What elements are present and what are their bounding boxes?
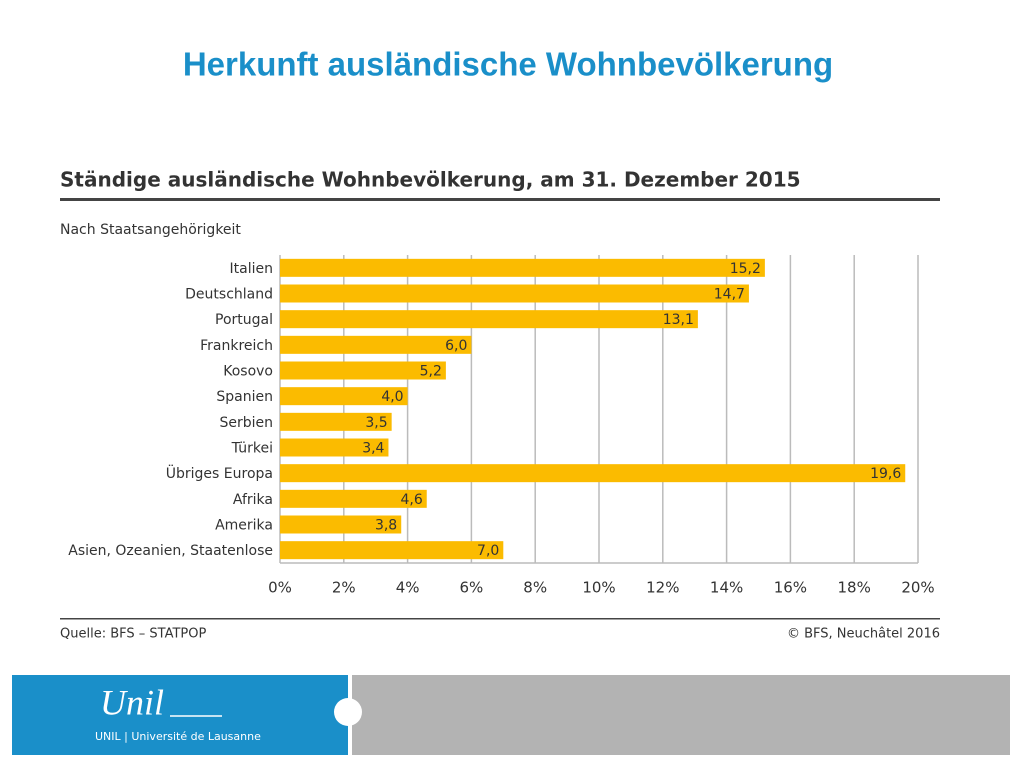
bar	[280, 489, 427, 508]
x-tick-label: 8%	[523, 579, 547, 597]
value-label: 4,6	[400, 492, 422, 508]
bar	[280, 387, 408, 406]
value-label: 13,1	[663, 312, 694, 328]
bar	[280, 464, 906, 483]
x-tick-label: 14%	[710, 579, 743, 597]
x-tick-label: 6%	[460, 579, 484, 597]
bar	[280, 310, 698, 329]
title-rule	[60, 198, 940, 201]
x-tick-label: 4%	[396, 579, 420, 597]
y-tick-label: Frankreich	[200, 338, 273, 354]
footer-gray	[352, 675, 1010, 755]
y-tick-label: Asien, Ozeanien, Staatenlose	[68, 543, 273, 559]
y-tick-label: Amerika	[215, 518, 273, 534]
bar	[280, 335, 472, 354]
bar	[280, 361, 446, 380]
bar	[280, 541, 504, 560]
value-label: 4,0	[381, 389, 403, 405]
y-tick-label: Italien	[230, 261, 273, 277]
x-tick-label: 16%	[774, 579, 807, 597]
value-label: 6,0	[445, 338, 467, 354]
y-tick-label: Türkei	[231, 441, 273, 457]
value-label: 14,7	[714, 287, 745, 303]
x-tick-label: 12%	[646, 579, 679, 597]
y-tick-label: Deutschland	[185, 287, 273, 303]
y-tick-label: Kosovo	[223, 364, 273, 380]
bar	[280, 515, 402, 534]
logo: Unil	[100, 682, 164, 722]
x-tick-label: 10%	[582, 579, 615, 597]
x-tick-label: 18%	[838, 579, 871, 597]
institution: UNIL | Université de Lausanne	[95, 730, 261, 743]
footer-blue	[12, 675, 348, 755]
y-tick-label: Spanien	[216, 389, 273, 405]
chart-subtitle: Nach Staatsangehörigkeit	[60, 222, 241, 238]
footer-rule	[60, 618, 940, 620]
value-label: 3,5	[365, 415, 387, 431]
slide-title: Herkunft ausländische Wohnbevölkerung	[183, 46, 833, 83]
value-label: 3,4	[362, 441, 384, 457]
x-tick-label: 20%	[901, 579, 934, 597]
value-label: 3,8	[375, 518, 397, 534]
value-label: 19,6	[870, 466, 901, 482]
y-tick-label: Portugal	[215, 312, 273, 328]
bar	[280, 412, 392, 431]
value-label: 15,2	[730, 261, 761, 277]
x-tick-label: 0%	[268, 579, 292, 597]
y-tick-label: Übriges Europa	[166, 464, 273, 482]
value-label: 5,2	[420, 364, 442, 380]
x-tick-label: 2%	[332, 579, 356, 597]
source: Quelle: BFS – STATPOP	[60, 627, 206, 642]
copyright: © BFS, Neuchâtel 2016	[787, 627, 940, 642]
bar	[280, 284, 749, 303]
value-label: 7,0	[477, 543, 499, 559]
bar	[280, 258, 765, 277]
chart-title: Ständige ausländische Wohnbevölkerung, a…	[60, 168, 801, 192]
footer-dot	[334, 698, 362, 726]
bar	[280, 438, 389, 457]
y-tick-label: Serbien	[219, 415, 273, 431]
y-tick-label: Afrika	[233, 492, 273, 508]
